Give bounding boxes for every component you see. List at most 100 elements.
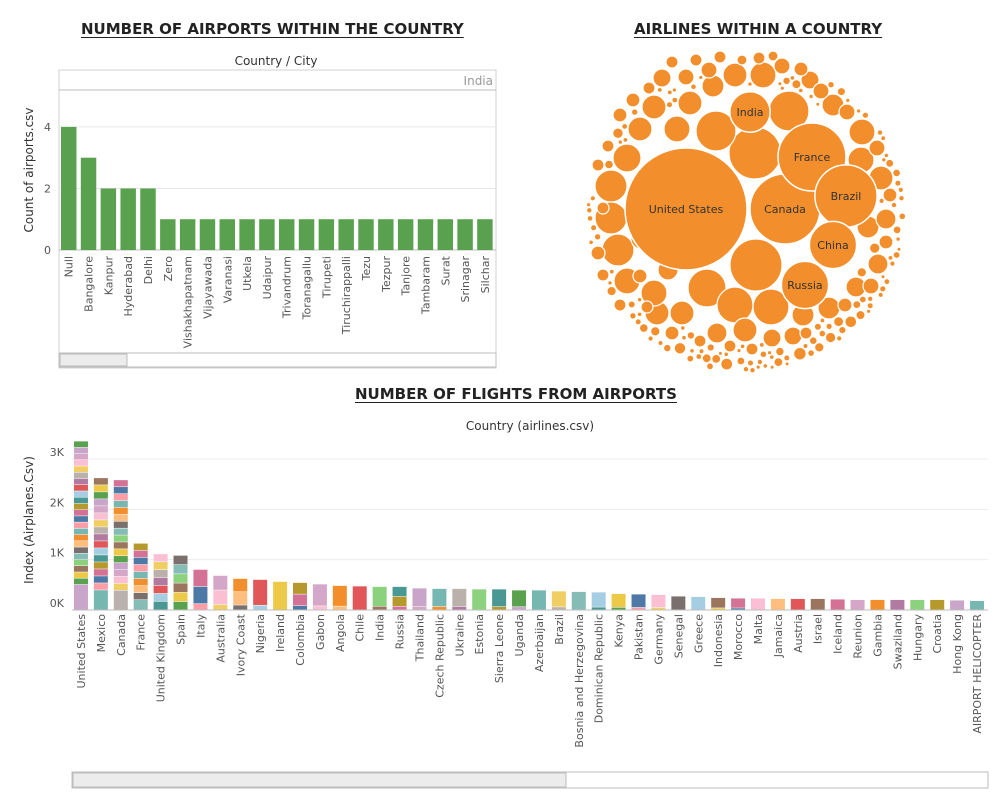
flights-bar-segment[interactable] bbox=[472, 589, 487, 610]
airline-bubble-small[interactable] bbox=[878, 234, 894, 250]
flights-bar-segment[interactable] bbox=[930, 599, 945, 610]
airports-bar[interactable] bbox=[199, 219, 216, 250]
airline-bubble-small[interactable] bbox=[673, 342, 687, 355]
airline-bubble-small[interactable] bbox=[767, 350, 773, 356]
flights-bar-segment[interactable] bbox=[73, 441, 88, 448]
airline-bubble-small[interactable] bbox=[775, 346, 785, 357]
flights-bar-segment[interactable] bbox=[113, 535, 128, 542]
airports-bar[interactable] bbox=[100, 188, 117, 250]
airline-bubble-small[interactable] bbox=[681, 334, 687, 341]
airline-bubble-small[interactable] bbox=[627, 116, 653, 142]
airline-bubble-small[interactable] bbox=[777, 81, 783, 87]
airline-bubble-small[interactable] bbox=[723, 339, 737, 353]
airports-bar[interactable] bbox=[298, 219, 315, 250]
airline-bubble[interactable] bbox=[749, 173, 821, 245]
airline-bubble-small[interactable] bbox=[892, 251, 901, 259]
airline-bubble-small[interactable] bbox=[723, 351, 730, 358]
airline-bubble-small[interactable] bbox=[631, 108, 639, 116]
flights-bar-segment[interactable] bbox=[73, 584, 88, 610]
airline-bubble-small[interactable] bbox=[861, 111, 870, 119]
airline-bubble-small[interactable] bbox=[825, 331, 837, 344]
airline-bubble-small[interactable] bbox=[687, 268, 727, 308]
flights-bar-segment[interactable] bbox=[233, 578, 248, 592]
flights-bar-segment[interactable] bbox=[73, 516, 88, 522]
flights-bar-segment[interactable] bbox=[93, 506, 108, 513]
airline-bubble-small[interactable] bbox=[689, 53, 703, 67]
flights-bar-segment[interactable] bbox=[412, 606, 427, 610]
airline-bubble-small[interactable] bbox=[877, 291, 884, 298]
flights-bar-segment[interactable] bbox=[153, 562, 168, 570]
airports-bar[interactable] bbox=[318, 219, 335, 250]
airline-bubble-small[interactable] bbox=[892, 225, 902, 235]
airline-bubble-small[interactable] bbox=[825, 322, 833, 330]
flights-bar-segment[interactable] bbox=[133, 571, 148, 579]
airline-bubble-small[interactable] bbox=[601, 139, 615, 153]
airline-bubble-small[interactable] bbox=[742, 366, 750, 373]
flights-bar-segment[interactable] bbox=[293, 594, 307, 606]
airline-bubble-small[interactable] bbox=[608, 268, 615, 275]
airline-bubble-small[interactable] bbox=[882, 187, 898, 203]
airline-bubble-small[interactable] bbox=[793, 347, 807, 361]
airline-bubble-small[interactable] bbox=[621, 123, 629, 130]
airline-bubble-small[interactable] bbox=[613, 267, 641, 295]
airline-bubble-small[interactable] bbox=[848, 118, 876, 146]
flights-bar-segment[interactable] bbox=[113, 576, 128, 584]
flights-bar-segment[interactable] bbox=[332, 606, 347, 610]
airline-bubble-small[interactable] bbox=[789, 75, 796, 81]
flights-bar-segment[interactable] bbox=[93, 562, 108, 569]
flights-bar-segment[interactable] bbox=[731, 598, 746, 608]
flights-bar-segment[interactable] bbox=[93, 576, 108, 583]
flights-bar-segment[interactable] bbox=[133, 564, 148, 572]
airline-bubble-small[interactable] bbox=[878, 197, 885, 204]
airline-bubble-small[interactable] bbox=[773, 57, 791, 75]
flights-bar-segment[interactable] bbox=[73, 466, 88, 473]
flights-bar-segment[interactable] bbox=[810, 598, 825, 610]
airports-bar[interactable] bbox=[80, 157, 97, 250]
airports-bar[interactable] bbox=[239, 219, 255, 250]
flights-bar-segment[interactable] bbox=[611, 593, 626, 608]
flights-bar-segment[interactable] bbox=[293, 582, 307, 594]
flights-bar-segment[interactable] bbox=[651, 594, 666, 608]
airline-bubble-small[interactable] bbox=[856, 108, 862, 114]
airline-bubble-small[interactable] bbox=[732, 317, 758, 343]
flights-bar-segment[interactable] bbox=[671, 596, 686, 610]
flights-bar-segment[interactable] bbox=[173, 555, 188, 565]
airline-bubble-small[interactable] bbox=[693, 334, 707, 348]
airline-bubble-small[interactable] bbox=[644, 300, 670, 326]
flights-bar-segment[interactable] bbox=[173, 564, 188, 574]
airline-bubble-small[interactable] bbox=[819, 317, 826, 324]
flights-bar-segment[interactable] bbox=[113, 562, 128, 570]
airline-bubble-small[interactable] bbox=[858, 295, 867, 304]
flights-bar-segment[interactable] bbox=[73, 491, 88, 497]
flights-bar-segment[interactable] bbox=[890, 599, 905, 610]
flights-bar-segment[interactable] bbox=[173, 583, 188, 593]
flights-bar-segment[interactable] bbox=[452, 588, 467, 607]
flights-bar-segment[interactable] bbox=[551, 591, 566, 607]
airline-bubble-small[interactable] bbox=[689, 348, 695, 354]
airline-bubble-small[interactable] bbox=[880, 135, 887, 142]
airline-bubble-small[interactable] bbox=[749, 61, 777, 89]
airline-bubble-small[interactable] bbox=[601, 233, 635, 267]
airline-bubble-small[interactable] bbox=[862, 277, 880, 295]
flights-bar-segment[interactable] bbox=[73, 478, 88, 485]
airline-bubble-small[interactable] bbox=[769, 354, 775, 360]
flights-bar-segment[interactable] bbox=[73, 503, 88, 510]
flights-bar-segment[interactable] bbox=[113, 514, 128, 522]
flights-bar-segment[interactable] bbox=[372, 586, 387, 607]
airline-bubble-small[interactable] bbox=[636, 297, 643, 303]
airline-bubble-small[interactable] bbox=[845, 97, 851, 104]
flights-bar-segment[interactable] bbox=[970, 600, 985, 610]
flights-bar-segment[interactable] bbox=[631, 607, 646, 610]
flights-bar-segment[interactable] bbox=[113, 528, 128, 535]
airline-bubble-small[interactable] bbox=[736, 356, 746, 366]
airline-bubble-small[interactable] bbox=[791, 79, 802, 90]
airline-bubble-small[interactable] bbox=[652, 68, 672, 88]
airline-bubble-small[interactable] bbox=[791, 303, 815, 327]
flights-bar-segment[interactable] bbox=[173, 601, 188, 610]
airline-bubble-small[interactable] bbox=[720, 357, 734, 371]
airline-bubble-small[interactable] bbox=[747, 359, 754, 367]
airline-bubble-small[interactable] bbox=[701, 353, 712, 364]
flights-bar-segment[interactable] bbox=[770, 598, 785, 610]
flights-bar-segment[interactable] bbox=[173, 592, 188, 602]
airports-bar[interactable] bbox=[457, 219, 473, 250]
